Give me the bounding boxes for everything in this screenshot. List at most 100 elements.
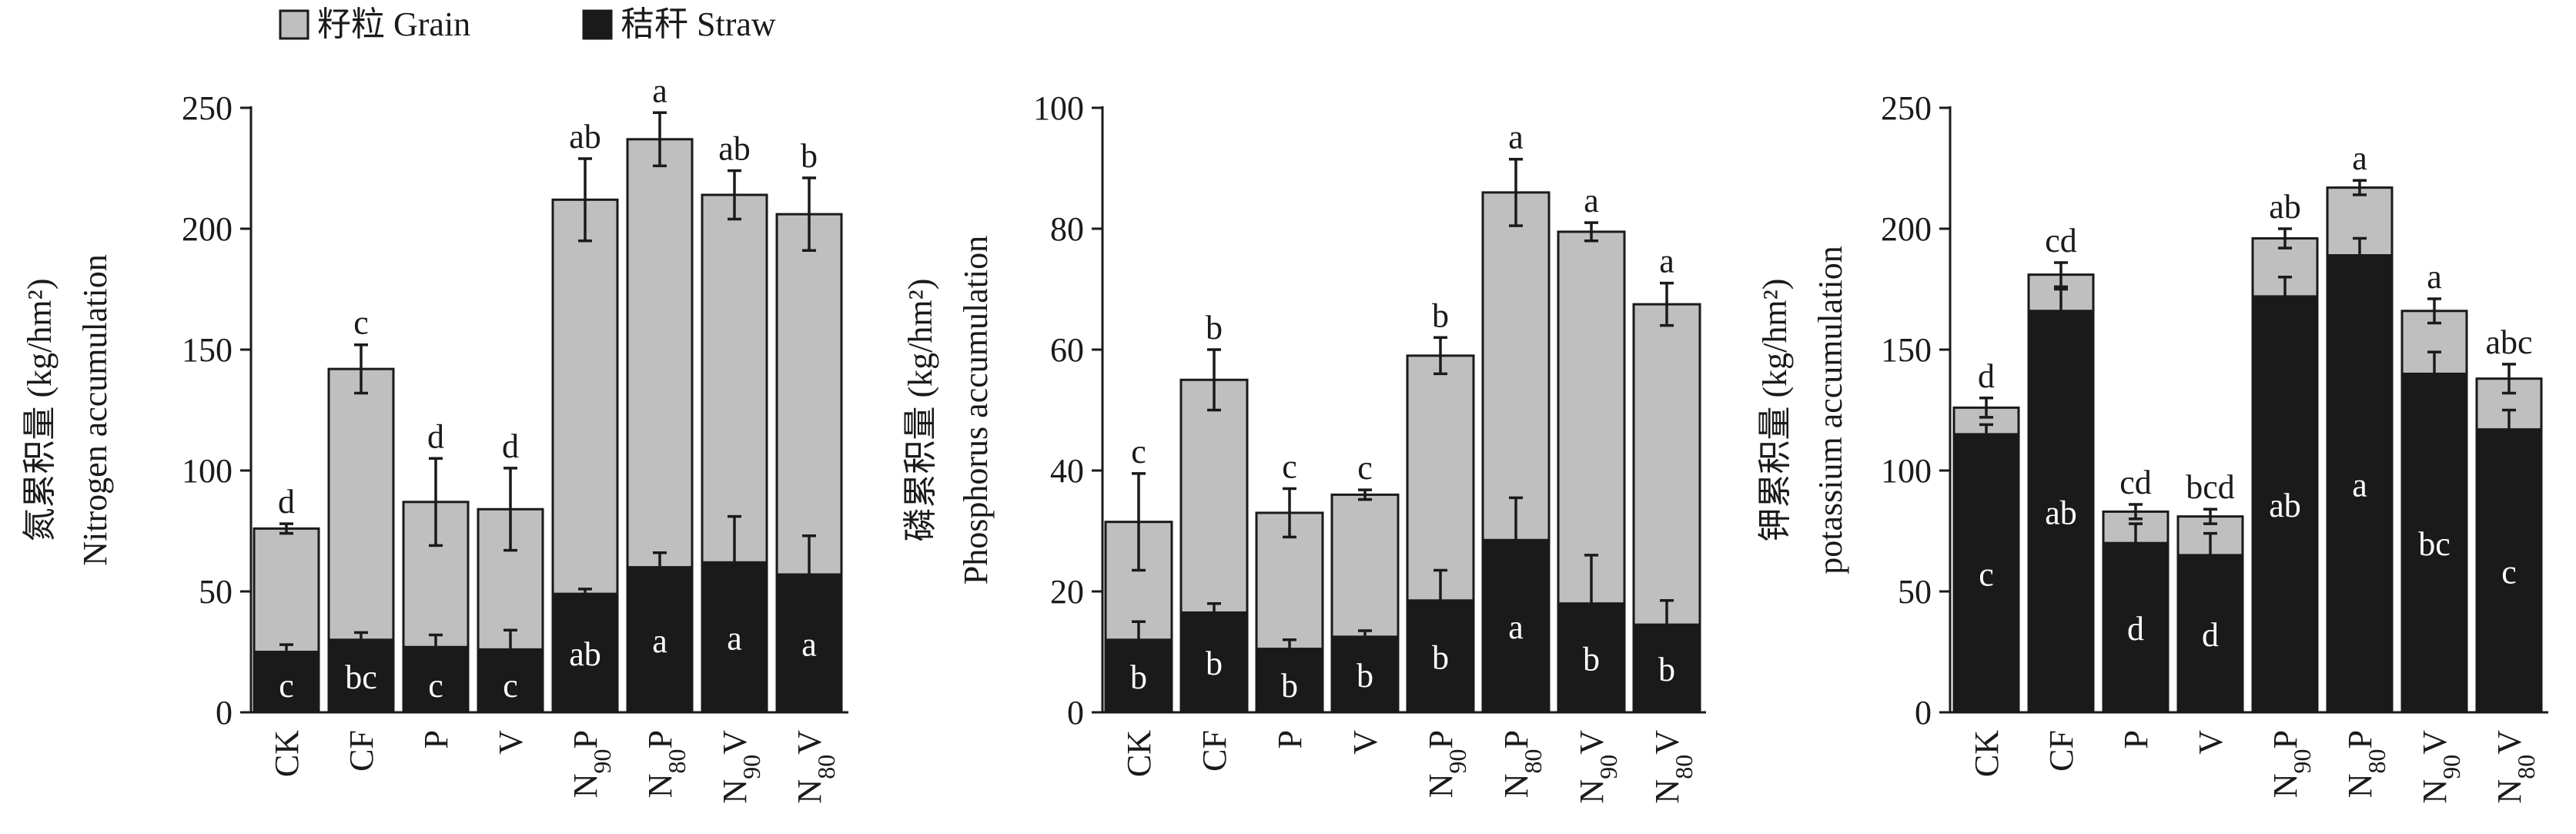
bar-straw xyxy=(1557,602,1626,714)
y-axis-label-cn: 氮累积量 (kg/hm²) xyxy=(21,279,59,542)
bar-group: ab a xyxy=(701,130,768,714)
grain-letter: b xyxy=(801,137,818,175)
x-tick-label-part: N xyxy=(1422,773,1460,798)
x-tick-label-part: V xyxy=(716,730,754,755)
bar-straw xyxy=(626,566,694,714)
x-tick-label: P xyxy=(417,730,455,749)
y-tick-label: 50 xyxy=(1898,573,1932,611)
bar-group: abc c xyxy=(2475,323,2543,714)
y-tick-label: 200 xyxy=(1881,210,1932,248)
bar-group: c bc xyxy=(327,304,395,714)
y-axis-label-cn: 钾累积量 (kg/hm²) xyxy=(1756,279,1794,542)
straw-letter: c xyxy=(428,667,443,705)
x-tick-label: CF xyxy=(2042,730,2080,772)
x-tick-label-part: N xyxy=(1573,779,1611,804)
bar-grain xyxy=(551,198,619,595)
straw-letter: c xyxy=(503,667,518,705)
x-tick-label-part: V xyxy=(791,730,828,755)
x-tick-label-part: V xyxy=(1648,730,1686,755)
grain-letter: cd xyxy=(2119,464,2152,501)
grain-letter: d xyxy=(427,417,444,455)
x-tick-label-subscript: 80 xyxy=(1670,755,1698,779)
bar-group: a bc xyxy=(2400,258,2468,714)
y-tick-label: 150 xyxy=(1881,331,1932,369)
grain-letter: c xyxy=(1131,433,1146,471)
x-tick-label: N80P xyxy=(2341,730,2390,798)
straw-letter: a xyxy=(727,620,742,658)
bar-group: aa xyxy=(1481,119,1551,714)
x-tick-label-subscript: 90 xyxy=(588,749,616,773)
y-tick-label: 0 xyxy=(1067,694,1084,732)
x-tick-label-part: V xyxy=(1573,730,1611,755)
straw-letter: ab xyxy=(2045,494,2077,531)
bar-grain xyxy=(327,367,395,641)
bar-straw xyxy=(2176,554,2244,714)
bar-grain xyxy=(1179,378,1249,614)
bar-grain xyxy=(1330,493,1400,638)
y-tick-label: 80 xyxy=(1050,210,1084,248)
bar-group: cd d xyxy=(2102,464,2170,714)
bar-straw xyxy=(1104,638,1173,714)
x-tick-label: N90P xyxy=(2267,730,2316,798)
bar-group: bcd d xyxy=(2176,468,2244,714)
x-tick-label-part: V xyxy=(2416,730,2454,755)
legend-item-straw: 秸秆 Straw xyxy=(582,5,776,43)
x-tick-label: CK xyxy=(1120,730,1158,777)
grain-letter: d xyxy=(1978,357,1995,395)
x-tick-label-part: N xyxy=(791,779,828,804)
straw-letter: c xyxy=(1979,555,1994,593)
x-tick-label-part: P xyxy=(1422,730,1460,749)
x-tick-label: V xyxy=(492,730,530,755)
grain-letter: ab xyxy=(2269,188,2301,226)
straw-letter: ab xyxy=(569,635,601,673)
x-tick-label-part: N xyxy=(716,779,754,804)
bar-group: cb xyxy=(1330,449,1400,714)
x-tick-label-part: P xyxy=(1497,730,1535,749)
grain-letter: a xyxy=(1508,119,1524,156)
bar-group: ab ab xyxy=(551,118,619,714)
grain-letter: bcd xyxy=(2186,468,2235,506)
grain-letter: d xyxy=(278,483,295,521)
bar-grain xyxy=(1632,303,1701,626)
x-tick-label: N90V xyxy=(1573,730,1622,804)
x-tick-label-subscript: 90 xyxy=(1444,749,1471,773)
bar-group: dc xyxy=(253,483,320,714)
x-tick-label-subscript: 90 xyxy=(1594,755,1622,779)
bar-group: ab ab xyxy=(2251,188,2319,714)
bar-group: dc xyxy=(477,427,544,714)
x-tick-label: N90V xyxy=(2416,730,2465,804)
straw-letter: a xyxy=(801,626,817,664)
straw-letter: b xyxy=(1206,645,1223,682)
x-tick-label: P xyxy=(2117,730,2155,749)
straw-letter: d xyxy=(2202,616,2219,654)
x-tick-label-part: P xyxy=(567,730,604,749)
bar-straw xyxy=(2400,372,2468,714)
straw-letter: b xyxy=(1432,638,1449,676)
x-tick-label: N90P xyxy=(1422,730,1471,798)
x-tick-label-part: N xyxy=(2491,779,2528,804)
bar-grain xyxy=(626,138,694,569)
bar-grain xyxy=(1481,191,1551,541)
bar-straw xyxy=(1952,433,2020,714)
straw-letter: bc xyxy=(345,658,377,696)
straw-letter: a xyxy=(2352,466,2367,504)
grain-letter: a xyxy=(2352,139,2367,177)
bar-grain xyxy=(775,213,843,576)
y-tick-label: 0 xyxy=(1915,694,1932,732)
x-tick-label-part: P xyxy=(2267,730,2304,749)
bar-straw xyxy=(327,638,395,714)
x-tick-label-part: N xyxy=(567,773,604,798)
straw-letter: ab xyxy=(2269,487,2301,524)
y-tick-label: 40 xyxy=(1050,452,1084,490)
x-tick-label-subscript: 90 xyxy=(2437,755,2465,779)
bar-grain xyxy=(701,193,768,564)
bar-group: bb xyxy=(1179,309,1249,714)
y-axis-label-en: potassium accumulation xyxy=(1812,246,1849,574)
grain-letter: b xyxy=(1432,296,1449,334)
y-tick-label: 150 xyxy=(182,331,233,369)
bar-group: cd ab xyxy=(2027,222,2095,714)
y-tick-label: 50 xyxy=(199,573,233,611)
x-tick-label-subscript: 90 xyxy=(738,755,765,779)
y-tick-label: 200 xyxy=(182,210,233,248)
